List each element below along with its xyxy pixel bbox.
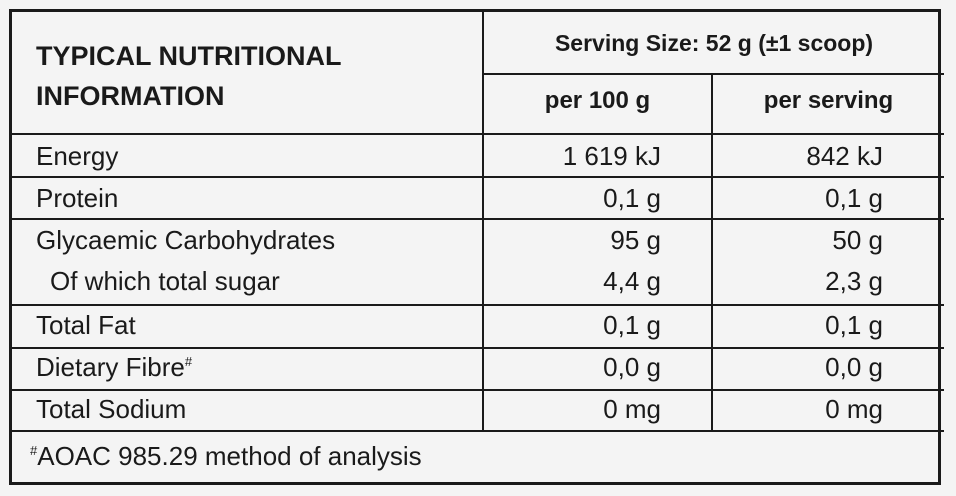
row-label-total-sugar: Of which total sugar — [50, 266, 280, 296]
value-energy-perserving: 842 kJ — [806, 141, 883, 171]
column-divider-1 — [482, 12, 484, 430]
value-energy-per100: 1 619 kJ — [562, 141, 661, 171]
header-divider — [12, 133, 944, 135]
value-sodium-perserving: 0 mg — [825, 394, 883, 424]
row-divider — [12, 176, 944, 178]
nutrition-table: TYPICAL NUTRITIONAL INFORMATION Serving … — [9, 9, 944, 485]
row-label-carbohydrates: Glycaemic Carbohydrates — [36, 225, 336, 255]
value-fibre-per100: 0,0 g — [603, 352, 661, 382]
value-carbohydrates-per100: 95 g — [610, 225, 661, 255]
value-sodium-per100: 0 mg — [603, 394, 661, 424]
value-protein-perserving: 0,1 g — [825, 183, 883, 213]
row-label-dietary-fibre: Dietary Fibre# — [36, 352, 192, 383]
row-divider — [12, 304, 944, 306]
footnote-mark: # — [184, 354, 193, 369]
table-title-line1: TYPICAL NUTRITIONAL — [36, 41, 342, 71]
value-fibre-perserving: 0,0 g — [825, 352, 883, 382]
serving-divider — [482, 73, 944, 75]
row-label-energy: Energy — [36, 141, 119, 171]
row-divider — [12, 389, 944, 391]
value-sugar-per100: 4,4 g — [603, 266, 661, 296]
row-label-total-fat: Total Fat — [36, 310, 136, 340]
footnote-symbol: # — [30, 443, 38, 458]
footer-divider — [12, 430, 944, 432]
table-title: TYPICAL NUTRITIONAL INFORMATION — [36, 36, 342, 116]
col-header-per-serving: per serving — [763, 87, 894, 114]
footnote: #AOAC 985.29 method of analysis — [30, 441, 422, 472]
col-header-per-100g: per 100 g — [544, 87, 651, 114]
value-fat-perserving: 0,1 g — [825, 310, 883, 340]
row-divider — [12, 347, 944, 349]
value-fat-per100: 0,1 g — [603, 310, 661, 340]
dietary-fibre-text: Dietary Fibre — [36, 352, 185, 382]
value-protein-per100: 0,1 g — [603, 183, 661, 213]
value-sugar-perserving: 2,3 g — [825, 266, 883, 296]
row-label-total-sodium: Total Sodium — [36, 394, 187, 424]
serving-size: Serving Size: 52 g (±1 scoop) — [554, 30, 874, 56]
value-carbohydrates-perserving: 50 g — [832, 225, 883, 255]
footnote-text: AOAC 985.29 method of analysis — [37, 441, 422, 471]
row-label-protein: Protein — [36, 183, 119, 213]
row-divider — [12, 218, 944, 220]
column-divider-2 — [711, 74, 713, 430]
table-title-line2: INFORMATION — [36, 81, 225, 111]
